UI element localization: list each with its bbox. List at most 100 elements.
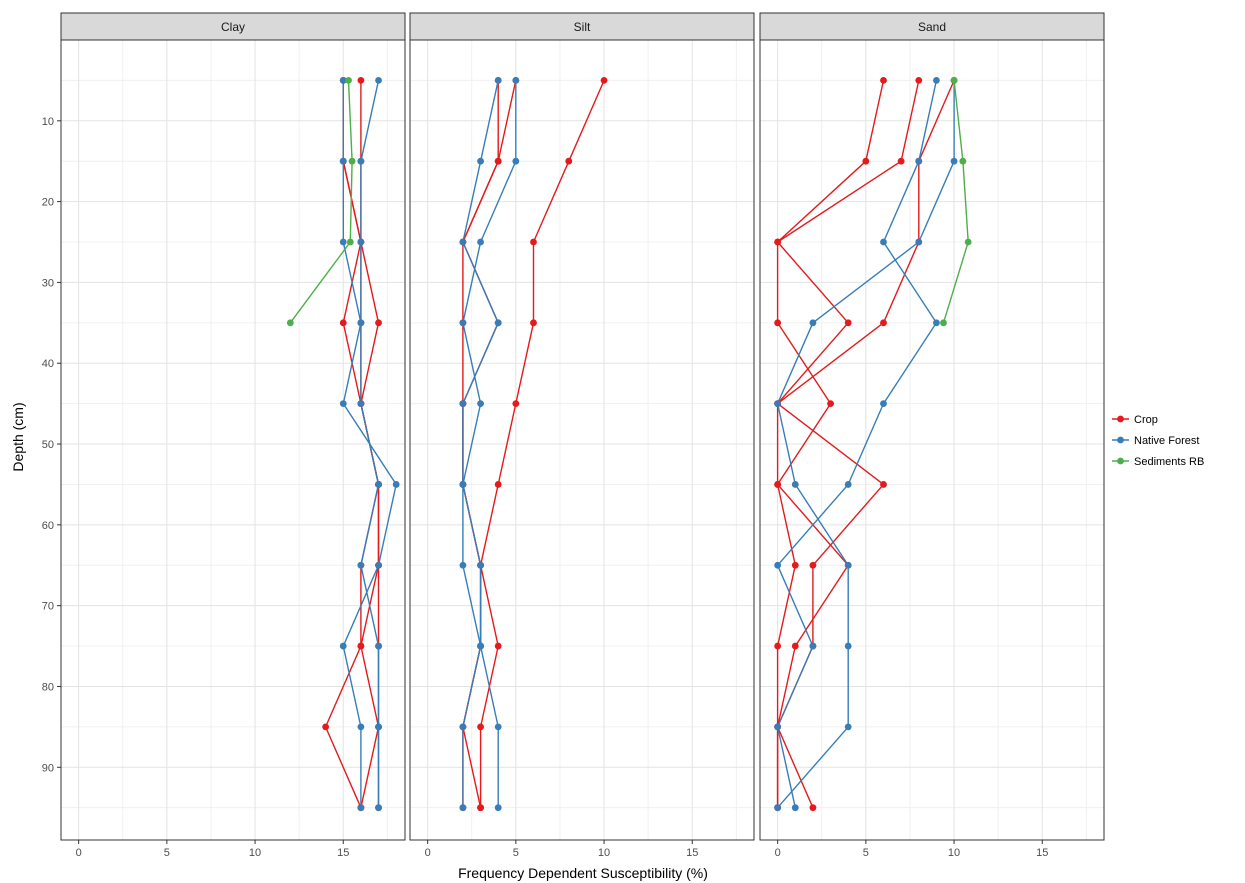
data-point-native-forest [357, 804, 365, 812]
data-point-crop [915, 77, 923, 84]
facet-panel-sand: Sand 0 5 10 15 [759, 12, 1105, 859]
data-point-native-forest [459, 481, 467, 488]
data-point-crop [809, 804, 817, 812]
data-point-native-forest [844, 481, 852, 488]
data-point-crop [512, 400, 520, 408]
series-line-sediments-rb [289, 80, 353, 324]
data-point-crop [477, 804, 484, 812]
data-point-native-forest [774, 561, 782, 569]
legend-label-sediments-rb: Sediments RB [1134, 456, 1204, 468]
series-line-native-forest [462, 80, 499, 808]
x-tick-label: 0 [775, 847, 781, 859]
data-point-native-forest [477, 400, 484, 408]
facet-strip-label: Clay [221, 20, 245, 34]
data-point-crop [774, 238, 782, 246]
data-point-sediments-rb [346, 238, 354, 246]
y-tick-label: 60 [42, 520, 54, 532]
data-point-native-forest [844, 642, 852, 650]
facet-panel-clay: Clay 0 5 10 15 10 20 30 40 50 60 70 80 90 [42, 12, 406, 859]
data-point-crop [494, 642, 502, 650]
data-point-native-forest [375, 77, 382, 84]
data-point-native-forest [459, 723, 467, 731]
data-point-crop [357, 77, 365, 84]
data-point-native-forest [459, 561, 467, 569]
data-point-native-forest [933, 77, 940, 84]
data-point-crop [880, 319, 887, 327]
data-point-native-forest [375, 804, 382, 812]
panel-background [410, 40, 754, 840]
data-point-sediments-rb [345, 77, 352, 84]
data-point-crop [530, 319, 537, 327]
data-point-sediments-rb [348, 157, 356, 165]
data-point-native-forest [512, 157, 520, 165]
data-point-crop [880, 77, 887, 84]
panel-border [60, 39, 406, 841]
data-point-native-forest [357, 723, 365, 731]
y-tick-label: 90 [42, 762, 54, 774]
series-line-native-forest [776, 80, 938, 808]
data-point-native-forest [494, 77, 502, 84]
data-point-native-forest [477, 157, 484, 165]
series-line-native-forest [462, 80, 517, 808]
data-point-crop [375, 319, 382, 327]
y-tick-label: 40 [42, 358, 54, 370]
x-tick-label: 10 [598, 847, 610, 859]
data-point-native-forest [774, 400, 782, 408]
x-tick-label: 10 [948, 847, 960, 859]
data-point-native-forest [880, 400, 887, 408]
data-point-sediments-rb [286, 319, 294, 327]
data-point-native-forest [477, 238, 484, 246]
series-line-native-forest [776, 80, 955, 809]
data-point-native-forest [339, 400, 347, 408]
data-point-crop [809, 561, 817, 569]
panel-background [61, 40, 405, 840]
data-point-native-forest [375, 561, 382, 569]
data-point-crop [880, 481, 887, 488]
data-point-native-forest [339, 157, 347, 165]
legend-label-native-forest: Native Forest [1134, 435, 1199, 447]
series-line-native-forest [342, 80, 397, 808]
data-point-crop [530, 238, 537, 246]
data-point-native-forest [809, 642, 817, 650]
facet-strip [60, 12, 406, 41]
data-point-native-forest [459, 238, 467, 246]
data-point-native-forest [512, 77, 520, 84]
data-point-native-forest [459, 400, 467, 408]
data-point-crop [774, 319, 782, 327]
data-point-native-forest [357, 400, 365, 408]
data-point-native-forest [357, 157, 365, 165]
data-point-native-forest [459, 804, 467, 812]
legend-key-point-sediments-rb [1117, 457, 1124, 465]
facet-strip-label: Sand [918, 20, 946, 34]
data-point-native-forest [375, 481, 382, 488]
data-point-native-forest [809, 319, 817, 327]
x-tick-label: 15 [686, 847, 698, 859]
data-point-native-forest [339, 642, 347, 650]
panel-background [760, 40, 1104, 840]
series-line-crop [776, 80, 920, 808]
facet-strip-label: Silt [574, 20, 591, 34]
data-point-native-forest [774, 723, 782, 731]
data-point-crop [322, 723, 330, 731]
data-point-crop [827, 400, 834, 408]
data-point-native-forest [494, 319, 502, 327]
data-point-native-forest [844, 723, 852, 731]
x-tick-label: 5 [164, 847, 170, 859]
legend-label-crop: Crop [1134, 414, 1158, 426]
data-point-crop [357, 642, 365, 650]
data-point-crop [477, 723, 484, 731]
data-point-crop [565, 157, 573, 165]
x-tick-label: 15 [1036, 847, 1048, 859]
data-point-native-forest [915, 157, 923, 165]
data-point-sediments-rb [964, 238, 972, 246]
data-point-native-forest [494, 804, 502, 812]
y-tick-label: 80 [42, 681, 54, 693]
data-point-native-forest [494, 723, 502, 731]
y-tick-label: 50 [42, 439, 54, 451]
data-point-native-forest [950, 157, 958, 165]
series-line-sediments-rb [942, 80, 969, 324]
data-point-native-forest [357, 238, 365, 246]
panel-border [409, 39, 755, 841]
y-tick-label: 20 [42, 197, 54, 209]
